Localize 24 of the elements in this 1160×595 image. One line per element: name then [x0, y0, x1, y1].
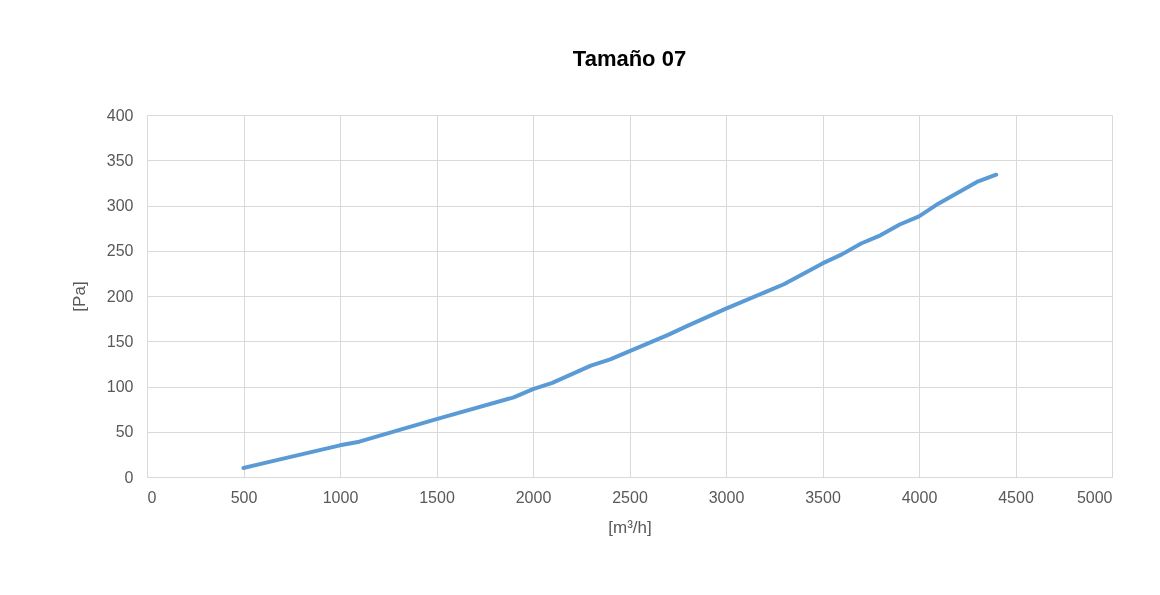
y-axis-title: [Pa] — [69, 281, 89, 312]
line-series — [241, 172, 999, 470]
x-axis-title: [m³/h] — [608, 517, 652, 537]
y-tick-label: 300 — [106, 197, 134, 214]
chart-title: Tamaño 07 — [572, 46, 687, 71]
y-tick-label: 100 — [106, 378, 134, 395]
y-tick-label: 200 — [106, 287, 134, 305]
y-tick-label: 0 — [124, 468, 134, 486]
x-tick-label: 4500 — [998, 488, 1034, 506]
x-tick-label: 1500 — [419, 488, 455, 506]
x-tick-label: 5000 — [1076, 488, 1113, 506]
x-tick-label: 4000 — [901, 488, 938, 506]
x-tick-label: 3500 — [805, 488, 841, 506]
y-tick-label: 150 — [106, 332, 134, 350]
x-tick-label: 1000 — [322, 488, 359, 506]
x-tick-label: 0 — [147, 488, 157, 506]
y-tick-label: 350 — [106, 151, 134, 169]
x-tick-label: 500 — [230, 488, 258, 506]
x-tick-label: 3000 — [708, 488, 745, 506]
y-tick-label: 400 — [106, 106, 134, 124]
y-tick-label: 250 — [106, 242, 134, 260]
y-tick-label: 50 — [115, 423, 134, 441]
x-tick-label: 2500 — [612, 488, 648, 506]
x-tick-label: 2000 — [515, 488, 552, 506]
